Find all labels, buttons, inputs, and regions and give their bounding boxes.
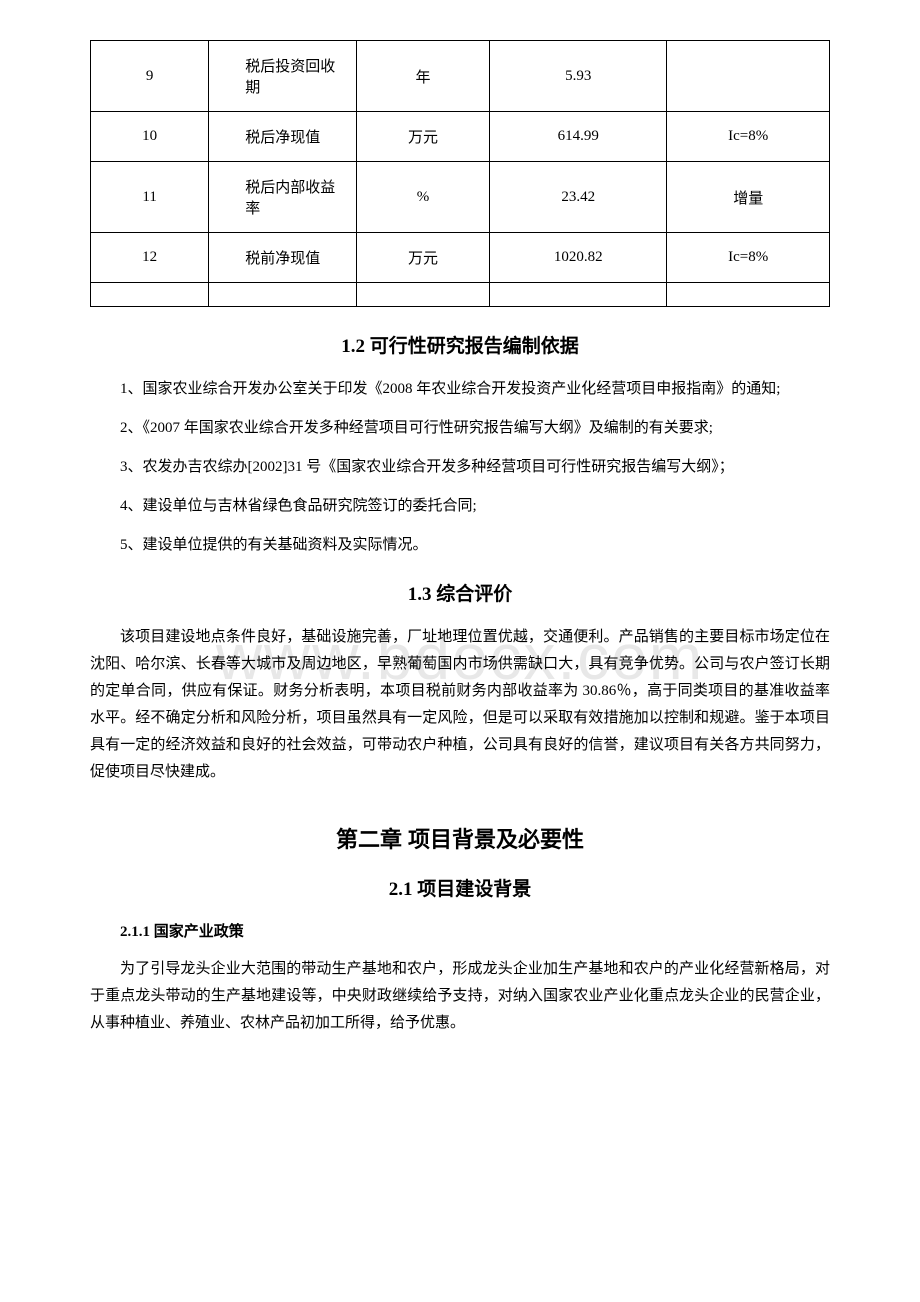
section-2-1-1-body: 为了引导龙头企业大范围的带动生产基地和农户，形成龙头企业加生产基地和农户的产业化… xyxy=(90,956,830,1037)
cell-name: 税后净现值 xyxy=(209,112,357,162)
chapter-2-title: 第二章 项目背景及必要性 xyxy=(90,822,830,854)
section-1-2-item: 5、建设单位提供的有关基础资料及实际情况。 xyxy=(90,532,830,559)
cell-name: 税后内部收益率 xyxy=(209,162,357,233)
cell-note: 增量 xyxy=(667,162,830,233)
cell-value: 23.42 xyxy=(490,162,667,233)
cell-num: 12 xyxy=(91,233,209,283)
cell-value: 5.93 xyxy=(490,41,667,112)
section-2-1-1-title: 2.1.1 国家产业政策 xyxy=(90,919,830,946)
section-1-2-item: 1、国家农业综合开发办公室关于印发《2008 年农业综合开发投资产业化经营项目申… xyxy=(90,376,830,403)
cell-unit: % xyxy=(357,162,490,233)
cell-value: 614.99 xyxy=(490,112,667,162)
section-1-3-body: 该项目建设地点条件良好，基础设施完善，厂址地理位置优越，交通便利。产品销售的主要… xyxy=(90,624,830,786)
section-1-2-item: 4、建设单位与吉林省绿色食品研究院签订的委托合同; xyxy=(90,493,830,520)
cell-unit: 万元 xyxy=(357,233,490,283)
cell-unit: 万元 xyxy=(357,112,490,162)
cell-num: 9 xyxy=(91,41,209,112)
cell-note: Ic=8% xyxy=(667,233,830,283)
cell-note xyxy=(667,41,830,112)
cell-empty xyxy=(667,283,830,307)
section-2-1-title: 2.1 项目建设背景 xyxy=(90,874,830,901)
table-row: 10 税后净现值 万元 614.99 Ic=8% xyxy=(91,112,830,162)
cell-name: 税后投资回收期 xyxy=(209,41,357,112)
cell-empty xyxy=(490,283,667,307)
table-row: 11 税后内部收益率 % 23.42 增量 xyxy=(91,162,830,233)
section-1-2-title: 1.2 可行性研究报告编制依据 xyxy=(90,331,830,358)
cell-note: Ic=8% xyxy=(667,112,830,162)
table-row: 12 税前净现值 万元 1020.82 Ic=8% xyxy=(91,233,830,283)
cell-unit: 年 xyxy=(357,41,490,112)
cell-value: 1020.82 xyxy=(490,233,667,283)
cell-num: 11 xyxy=(91,162,209,233)
section-1-3-title: 1.3 综合评价 xyxy=(90,579,830,606)
table-row: 9 税后投资回收期 年 5.93 xyxy=(91,41,830,112)
section-1-2-item: 3、农发办吉农综办[2002]31 号《国家农业综合开发多种经营项目可行性研究报… xyxy=(90,454,830,481)
cell-empty xyxy=(357,283,490,307)
financial-indicators-table: 9 税后投资回收期 年 5.93 10 税后净现值 万元 614.99 Ic=8… xyxy=(90,40,830,307)
cell-empty xyxy=(91,283,209,307)
table-row-empty xyxy=(91,283,830,307)
cell-empty xyxy=(209,283,357,307)
cell-num: 10 xyxy=(91,112,209,162)
cell-name: 税前净现值 xyxy=(209,233,357,283)
section-1-2-item: 2、《2007 年国家农业综合开发多种经营项目可行性研究报告编写大纲》及编制的有… xyxy=(90,415,830,442)
